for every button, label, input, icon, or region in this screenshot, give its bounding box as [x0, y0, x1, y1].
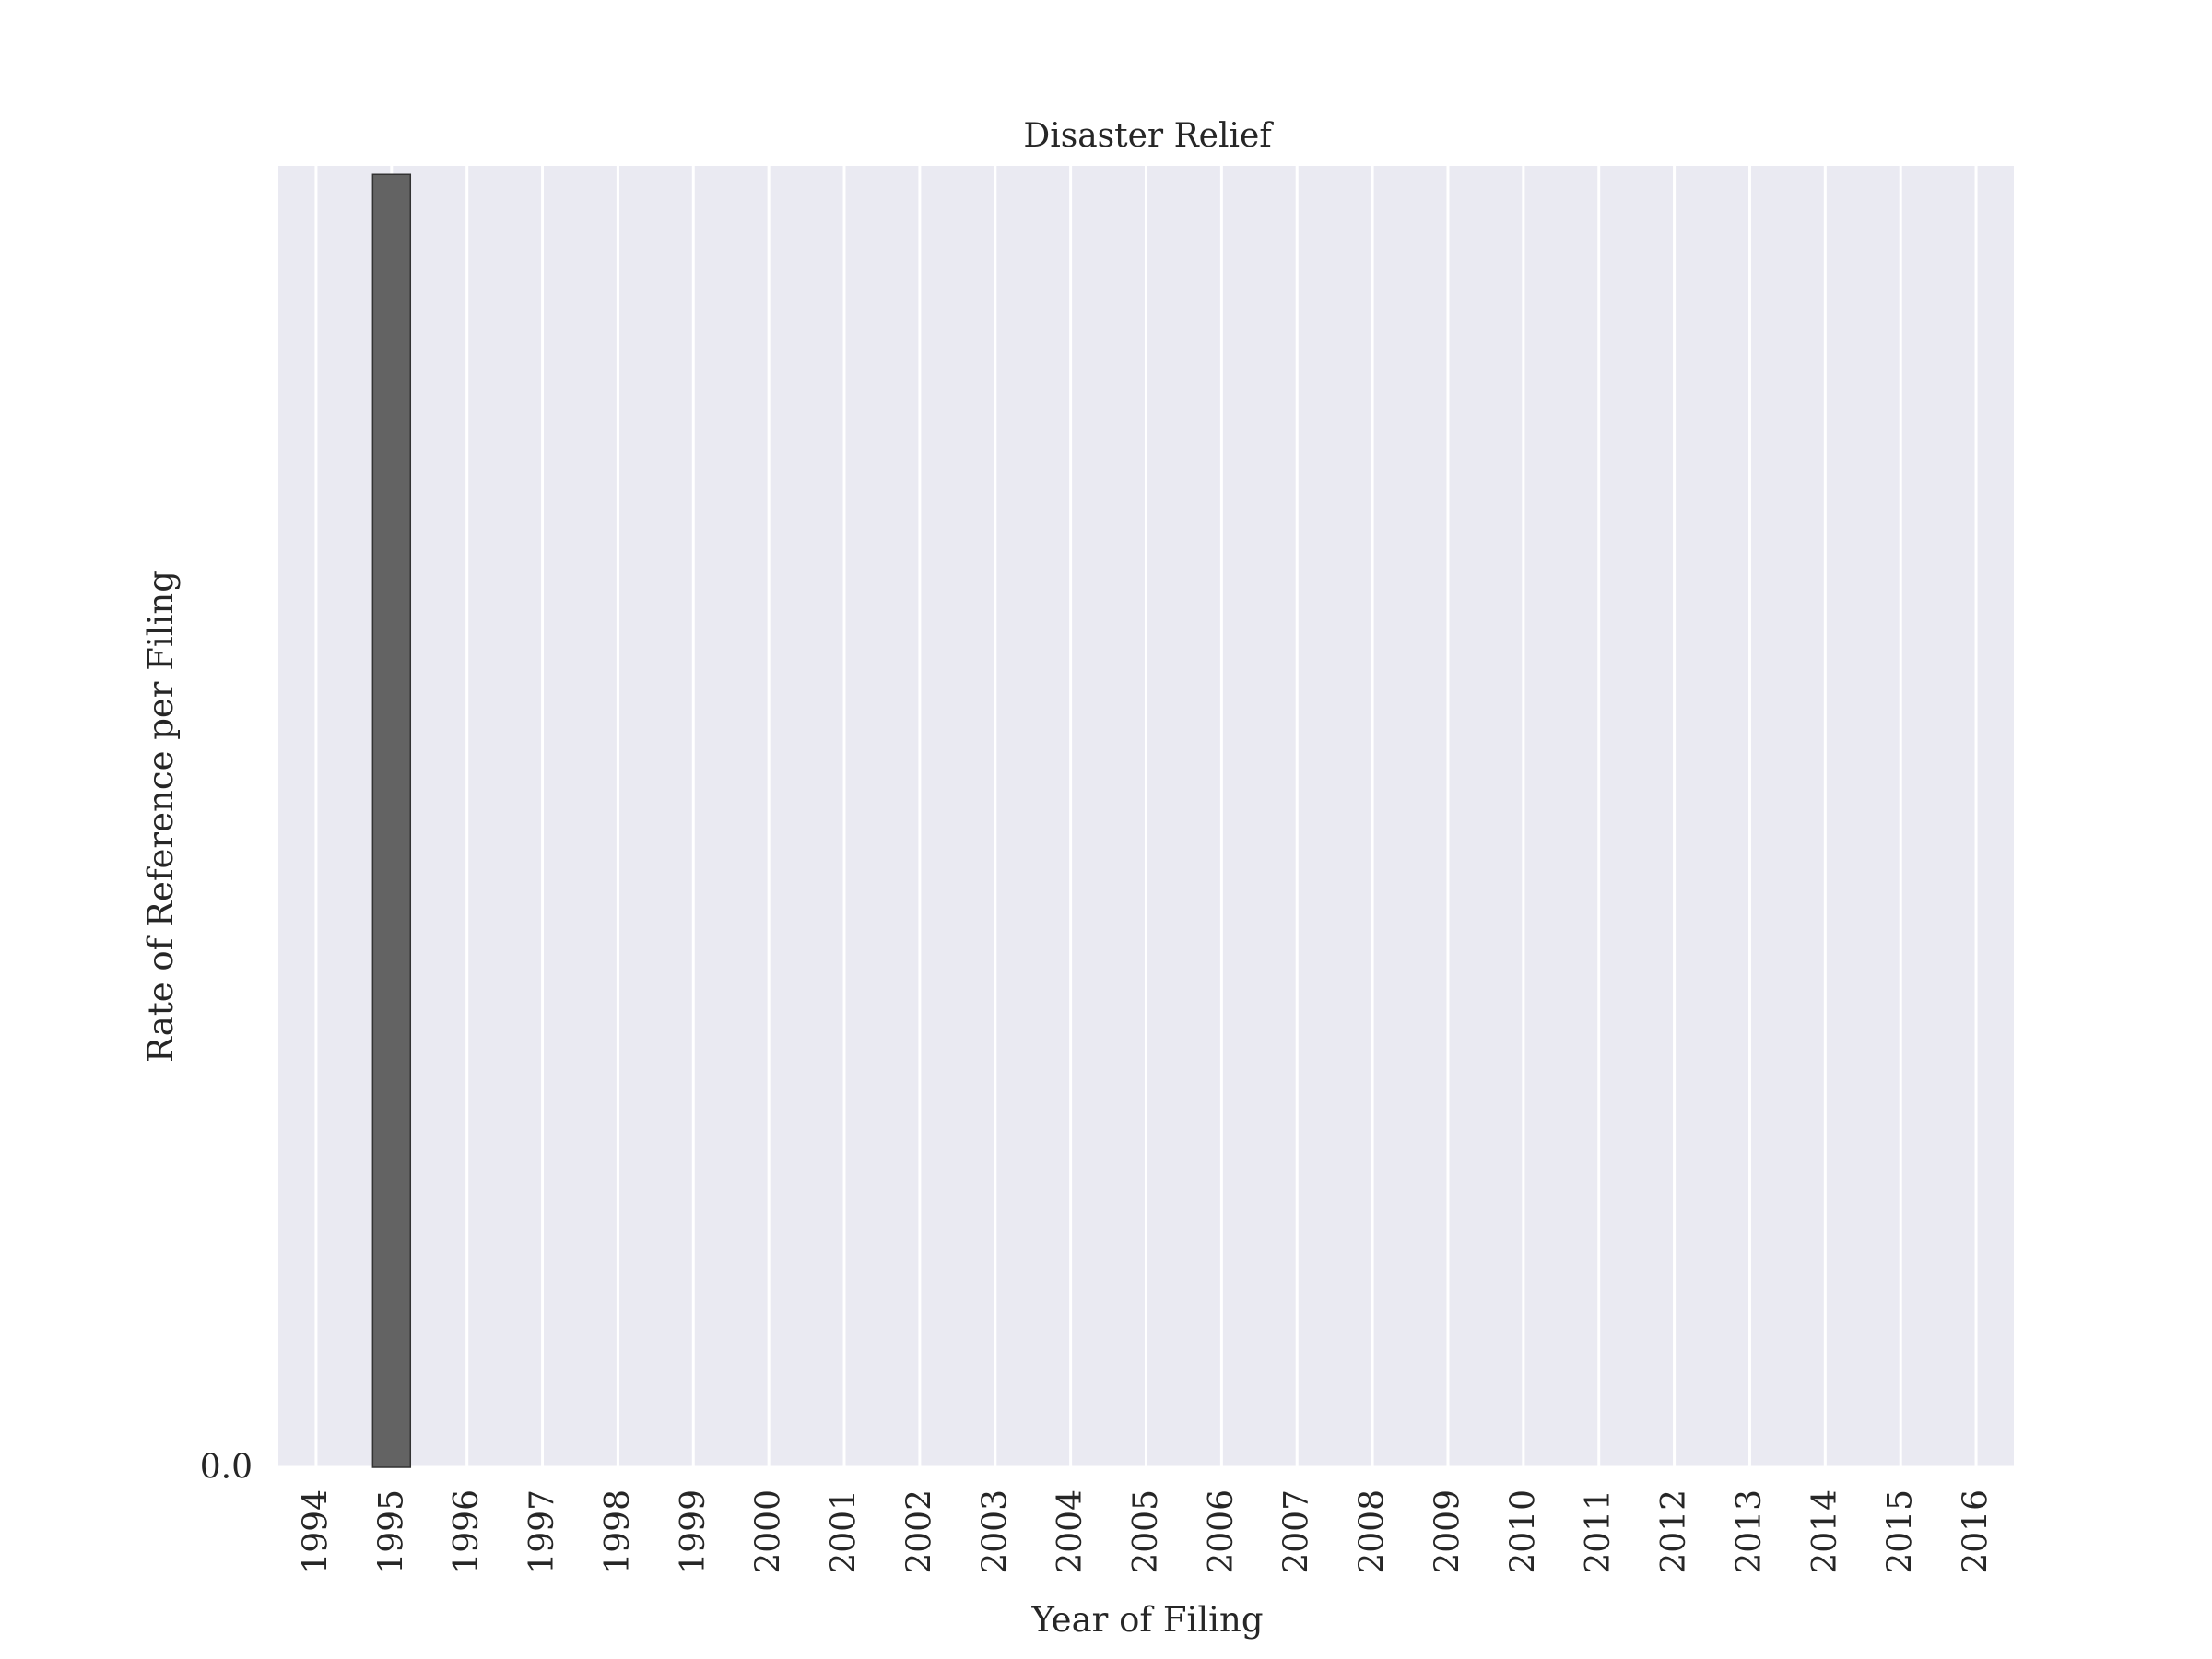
x-tick-label-2012: 2012 [1655, 1489, 1693, 1574]
y-tick-labels: 0.0 [200, 1449, 253, 1487]
x-tick-label-2003: 2003 [976, 1489, 1014, 1574]
x-tick-label-2011: 2011 [1580, 1489, 1618, 1574]
x-axis-label: Year of Filing [1030, 1600, 1263, 1640]
x-tick-label-2016: 2016 [1958, 1489, 1995, 1574]
x-tick-labels: 1994 1995 1996 1997 1998 1999 2000 2001 2002 2003… [297, 1489, 1994, 1574]
x-tick-label-2009: 2009 [1429, 1489, 1466, 1574]
y-tick-label-0: 0.0 [200, 1449, 253, 1487]
x-tick-label-2007: 2007 [1278, 1489, 1316, 1574]
x-tick-label-2006: 2006 [1203, 1489, 1241, 1574]
x-tick-label-2014: 2014 [1806, 1489, 1844, 1574]
bar-1995 [372, 174, 410, 1467]
x-tick-label-2002: 2002 [900, 1489, 938, 1574]
x-tick-label-2008: 2008 [1354, 1489, 1392, 1574]
x-tick-label-2000: 2000 [750, 1489, 788, 1574]
x-tick-label-1999: 1999 [675, 1489, 712, 1574]
x-tick-label-2005: 2005 [1127, 1489, 1165, 1574]
x-tick-label-1996: 1996 [448, 1489, 486, 1574]
chart-title: Disaster Relief [1023, 117, 1274, 155]
x-tick-label-1994: 1994 [297, 1489, 335, 1574]
x-tick-label-2010: 2010 [1504, 1489, 1542, 1574]
x-tick-label-2004: 2004 [1052, 1489, 1089, 1574]
x-tick-label-2013: 2013 [1731, 1489, 1769, 1574]
bars [372, 174, 410, 1467]
x-tick-label-1995: 1995 [372, 1489, 410, 1574]
x-tick-label-2001: 2001 [826, 1489, 864, 1574]
x-tick-label-1997: 1997 [524, 1489, 561, 1574]
x-tick-label-1998: 1998 [599, 1489, 637, 1574]
y-axis-label: Rate of Reference per Filing [141, 571, 181, 1063]
x-tick-label-2015: 2015 [1882, 1489, 1920, 1574]
